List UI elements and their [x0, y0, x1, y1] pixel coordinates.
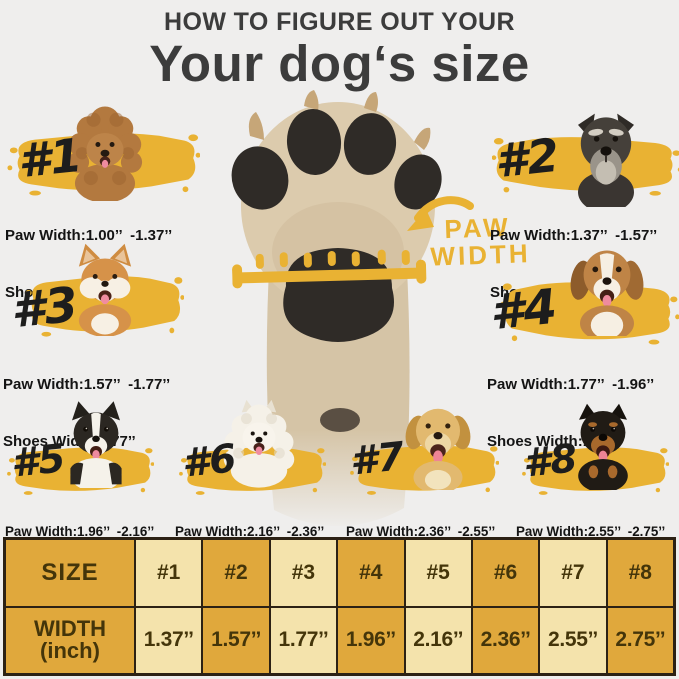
dog-photo-beagle: [551, 228, 663, 342]
paw-width-text: Paw Width:2.16’’ -2.36’’: [175, 524, 325, 539]
size-number: #6: [179, 436, 239, 487]
size-table-width-cell: 1.37’’: [135, 606, 203, 674]
paw-width-text: Paw Width:2.55’’ -2.75’’: [516, 524, 666, 539]
paw-width-text: Paw Width:1.37’’ -1.57’’: [490, 227, 658, 244]
size-table-header-cell: #1: [135, 539, 203, 607]
size-table-width-cell: 2.16’’: [404, 606, 472, 674]
size-card-4: #4 Paw Width:1.77’’ -1.96’’ Shoes Width:…: [449, 228, 679, 450]
paw-width-text: Paw Width:2.36’’ -2.55’’: [346, 524, 496, 539]
size-table-header-cell: #7: [539, 539, 607, 607]
dog-photo-border-collie: [48, 388, 144, 492]
size-card-2: #2 Paw Width:1.37’’ -1.57’’ Shoes Width:…: [452, 95, 679, 301]
size-table-header-cell: #6: [471, 539, 540, 607]
size-number: #4: [487, 278, 560, 342]
size-table-width-cell: 1.77’’: [269, 606, 338, 674]
size-number: #2: [492, 127, 562, 189]
size-card-1: #1 Paw Width:1.00’’ -1.37’’ Shoes Width:…: [2, 95, 228, 301]
page-title: Your dog‘s size: [149, 35, 530, 92]
size-card-5: #5 Paw Width:1.96’’ -2.16’’ Shoes Width:…: [2, 388, 170, 590]
dog-photo-schnauzer: [550, 95, 662, 213]
size-number: #3: [8, 276, 81, 340]
dog-photo-rottweiler: [555, 388, 651, 493]
size-table-header-cell: #2: [202, 539, 270, 607]
paw-width-ruler: [232, 249, 427, 289]
size-number: #7: [347, 434, 407, 485]
size-table-size-header: SIZE: [5, 539, 135, 607]
size-table-header-cell: #5: [404, 539, 472, 607]
size-table-width-cell: 2.36’’: [471, 606, 540, 674]
size-number: #8: [520, 436, 580, 487]
width-header-line1: WIDTH: [33, 616, 107, 642]
paw-width-text: Paw Width:1.77’’ -1.96’’: [487, 376, 655, 393]
size-card-6: #6 Paw Width:2.16’’ -2.36’’ Shoes Width:…: [170, 388, 338, 590]
size-table-width-cell: 2.75’’: [606, 606, 674, 674]
size-table-width-header: WIDTH (inch): [5, 606, 135, 674]
paw-width-text: Paw Width:1.57’’ -1.77’’: [3, 376, 171, 393]
dog-photo-akita: [56, 230, 154, 337]
size-table-width-cell: 1.57’’: [202, 606, 270, 674]
dog-photo-samoyed: [212, 388, 306, 490]
width-header-line2: (inch): [40, 638, 100, 664]
dog-photo-poodle: [52, 95, 158, 203]
size-table-header-cell: #3: [269, 539, 338, 607]
paw-width-text: Paw Width:1.96’’ -2.16’’: [5, 524, 155, 539]
dog-photo-golden-retriever: [389, 388, 487, 494]
size-card-8: #8 Paw Width:2.55’’ -2.75’’ Shoes Width:…: [511, 388, 679, 590]
size-table-width-cell: 1.96’’: [337, 606, 405, 674]
paw-width-text: Paw Width:1.00’’ -1.37’’: [5, 227, 173, 244]
size-table-width-cell: 2.55’’: [539, 606, 607, 674]
size-table-header-cell: #8: [606, 539, 674, 607]
size-card-3: #3 Paw Width:1.57’’ -1.77’’ Shoes Width:…: [0, 228, 230, 450]
header-kicker: HOW TO FIGURE OUT YOUR: [164, 8, 515, 36]
size-table-header-cell: #4: [337, 539, 405, 607]
paw-width-arrow-icon: [407, 196, 474, 231]
size-card-7: #7 Paw Width:2.36’’ -2.55’’ Shoes Width:…: [343, 388, 511, 590]
size-number: #1: [15, 127, 85, 189]
size-table: SIZE #1 #2 #3 #4 #5 #6 #7 #8 WIDTH (inch…: [3, 537, 676, 676]
size-number: #5: [8, 436, 68, 487]
